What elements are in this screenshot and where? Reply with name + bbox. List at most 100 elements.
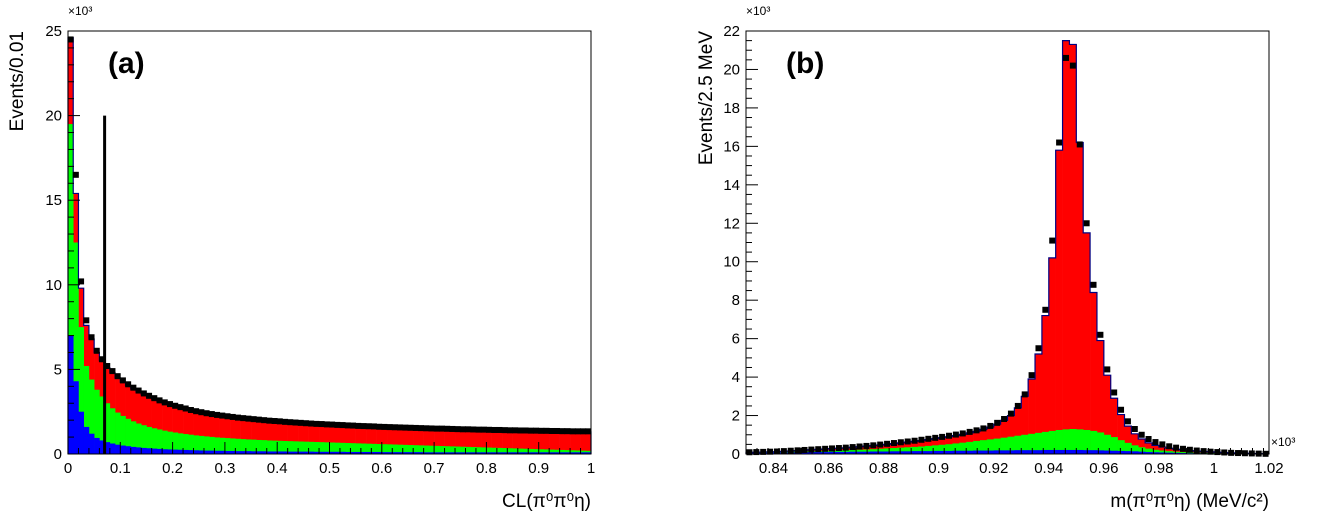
panel-a-bottom-bar-86: [517, 452, 524, 454]
panel-b-middle-bar-20: [883, 448, 891, 454]
panel-b-x-tick-label-1: 0.86: [814, 460, 843, 477]
panel-b-data-point-41: [1028, 372, 1035, 379]
panel-a-total-bar-68: [423, 428, 430, 454]
panel-a-data-point-47: [313, 420, 320, 427]
panel-b-bottom-bar-37: [1000, 450, 1008, 454]
panel-a-middle-bar-54: [350, 443, 356, 454]
panel-b-middle-bar-59: [1152, 449, 1160, 454]
panel-b-bottom-bar-54: [1117, 450, 1125, 454]
panel-a-bottom-bar-32: [235, 451, 241, 454]
panel-b-bottom-bar-8: [801, 452, 809, 454]
panel-a-data-point-14: [140, 390, 147, 397]
panel-a-total-bar-97: [575, 432, 581, 454]
panel-a-y-tick-label-0: 0: [54, 446, 62, 463]
panel-a-middle-bar-44: [298, 441, 304, 454]
panel-a-middle-bar-76: [465, 446, 472, 454]
panel-a-total-bar-41: [282, 422, 288, 454]
panel-a-total-bar-70: [434, 429, 440, 454]
panel-a-bottom-bar-18: [162, 449, 168, 454]
panel-a-middle-bar-84: [507, 448, 513, 454]
panel-a-middle-bar-28: [214, 437, 220, 454]
panel-a-middle-bar-90: [538, 449, 545, 454]
panel-b-data-point-43: [1042, 306, 1049, 313]
panel-a-total-bar-47: [313, 424, 320, 454]
panel-a-middle-bar-33: [240, 439, 247, 454]
panel-a-x-tick-label-9: 0.9: [528, 460, 549, 477]
panel-b-x-tick-label-9: 1.02: [1254, 460, 1283, 477]
panel-a-total-bar-16: [151, 399, 158, 454]
panel-a-middle-bar-22: [183, 434, 189, 454]
panel-a-middle-bar-43: [292, 441, 299, 454]
panel-b-data-point-36: [994, 419, 1001, 426]
panel-a-total-bar-25: [198, 412, 205, 454]
panel-b-total-bar-37: [1000, 420, 1008, 454]
panel-b-data-point-15: [849, 444, 856, 451]
panel-a-total-bar-14: [141, 394, 147, 454]
panel-b-x-axis-title: m(π⁰π⁰η) (MeV/c²): [1110, 491, 1269, 512]
panel-a-bottom-bar-21: [177, 449, 184, 454]
panel-a-data-point-81: [491, 426, 498, 433]
panel-b-bottom-bar-53: [1110, 450, 1118, 454]
panel-b-middle-bar-39: [1014, 435, 1022, 454]
panel-a-data-point-57: [365, 423, 372, 430]
panel-a-data-point-94: [559, 428, 566, 435]
panel-a-middle-bar-70: [434, 445, 440, 454]
panel-b-data-point-7: [794, 447, 801, 454]
panel-b-middle-bar-48: [1076, 429, 1084, 454]
panel-b-data-point-10: [815, 446, 822, 453]
panel-a-data-point-44: [297, 419, 304, 426]
panel-a-middle-bar-15: [146, 426, 152, 454]
panel-a-bottom-bar-16: [151, 448, 158, 454]
panel-a-total-bar-80: [486, 430, 492, 454]
panel-b-y-tick-label-3: 6: [732, 331, 740, 348]
panel-b-data-point-31: [959, 430, 966, 437]
panel-b-data-point-2: [760, 448, 767, 455]
panel-a-middle-bar-69: [428, 445, 435, 454]
panel-a-data-point-76: [465, 426, 472, 433]
panel-b-data-point-44: [1049, 237, 1056, 244]
panel-a-bottom-bar-87: [523, 452, 529, 454]
panel-a-middle-bar-10: [120, 415, 126, 454]
panel-a-middle-bar-30: [224, 438, 231, 454]
panel-a-bottom-bar-62: [392, 452, 398, 454]
panel-a-y-tick-label-2: 10: [45, 277, 62, 294]
panel-b-bottom-bar-49: [1083, 450, 1091, 454]
panel-a-bottom-bar-23: [188, 450, 194, 454]
panel-b-y-tick-label-1: 2: [732, 408, 740, 425]
panel-b-data-point-53: [1111, 389, 1118, 396]
panel-a-bottom-bar-77: [470, 452, 477, 454]
panel-b-data-point-18: [870, 442, 877, 449]
panel-a-y-axis-title: Events/0.01: [7, 31, 28, 131]
panel-b-total-bar-54: [1117, 414, 1125, 454]
panel-b-middle-bar-28: [938, 444, 946, 454]
panel-a-total-bar-29: [219, 416, 226, 454]
panel-a-middle-bar-7: [104, 403, 111, 454]
panel-a-middle-bar-23: [188, 434, 194, 454]
panel-a-bottom-bar-4: [88, 433, 95, 454]
panel-a-middle-bar-3: [83, 366, 90, 454]
panel-b-bottom-bar-14: [842, 451, 850, 454]
panel-a-bottom-bar-76: [465, 452, 472, 454]
panel-a-middle-bar-88: [528, 448, 534, 454]
panel-b-data-point-30: [952, 431, 959, 438]
panel-b-bottom-bar-55: [1124, 451, 1132, 454]
panel-a-total-bar-51: [334, 425, 341, 454]
panel-b-y-tick-label-0: 0: [732, 446, 740, 463]
panel-a-middle-bar-67: [418, 445, 424, 454]
panel-a-total-bar-61: [387, 427, 393, 454]
panel-a-middle-bar-18: [162, 430, 168, 454]
panel-a-middle-bar-29: [219, 437, 226, 454]
panel-a-data-point-59: [376, 423, 383, 430]
panel-b-bottom-bar-56: [1131, 451, 1139, 454]
panel-a-data-point-49: [323, 421, 330, 428]
panel-a-bottom-bar-74: [455, 452, 461, 454]
panel-a-middle-bar-1: [73, 242, 79, 454]
panel-a-data-point-30: [224, 413, 231, 420]
panel-a-middle-bar-2: [78, 327, 84, 454]
panel-a-middle-bar-48: [319, 442, 325, 454]
panel-b-middle-bar-52: [1103, 434, 1112, 454]
panel-b-middle-bar-61: [1165, 451, 1173, 454]
panel-b-data-point-23: [904, 438, 911, 445]
panel-a-bottom-bar-75: [460, 452, 466, 454]
panel-a-middle-bar-60: [381, 444, 388, 454]
